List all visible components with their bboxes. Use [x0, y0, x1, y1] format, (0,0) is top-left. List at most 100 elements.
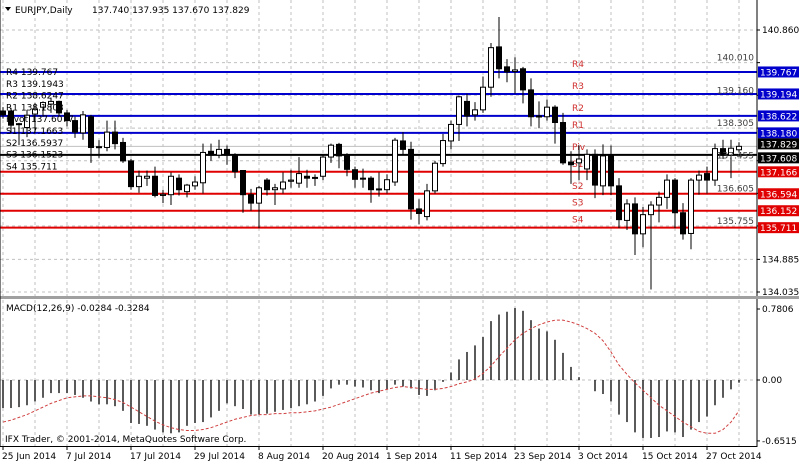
bull-candle [16, 123, 22, 126]
level-r3-badge [758, 88, 799, 100]
bull-candle [272, 187, 278, 191]
bull-candle [192, 181, 198, 187]
bull-candle [664, 179, 670, 198]
macd-panel [0, 308, 757, 438]
bull-candle [312, 176, 318, 179]
level-label-r1: R1 [572, 121, 584, 131]
bull-candle [648, 204, 654, 216]
bear-candle [552, 106, 558, 124]
bear-candle [120, 141, 126, 162]
header: EURJPY,Daily 137.740 137.935 137.670 137… [5, 6, 250, 16]
level-piv-badge [758, 152, 799, 164]
bear-candle [560, 122, 566, 164]
macd-tick-label: 0.7806 [762, 305, 794, 315]
level-label-s2: S2 [572, 182, 583, 192]
bear-candle [232, 154, 238, 173]
bull-candle [712, 148, 718, 181]
bull-candle [280, 181, 286, 190]
bear-candle [520, 68, 526, 91]
panel-separator [0, 296, 799, 299]
bear-candle [504, 66, 510, 73]
bull-candle [200, 151, 206, 184]
date-label: 11 Sep 2014 [450, 452, 507, 462]
bull-candle [512, 69, 518, 72]
price-tick-label: 140.860 [762, 26, 799, 36]
bull-candle [448, 123, 454, 142]
bull-candle [640, 214, 646, 235]
bear-candle [616, 185, 622, 221]
bull-candle [184, 184, 190, 193]
bear-candle [208, 150, 214, 156]
bull-candle [32, 108, 38, 115]
bull-candle [48, 100, 54, 105]
bear-candle [248, 194, 254, 204]
bull-candle [160, 193, 166, 196]
bull-candle [696, 174, 702, 181]
bull-candle [40, 102, 46, 108]
date-label: 25 Jun 2014 [2, 452, 56, 462]
price-tick-label: 134.885 [762, 255, 799, 265]
bull-candle [168, 175, 174, 196]
bull-candle [328, 144, 334, 158]
bull-candle [24, 114, 30, 129]
bear-candle [368, 177, 374, 191]
bear-candle [72, 120, 78, 133]
bull-candle [296, 173, 302, 184]
bear-candle [408, 148, 414, 210]
pivot-list-item: Pivot 137.6077 [6, 115, 74, 125]
bid-price-label: 137.829 [760, 140, 797, 150]
bull-candle [576, 158, 582, 164]
macd-tick-label: -0.6515 [762, 437, 797, 447]
bear-candle [608, 155, 614, 187]
pivot-list-item: R3 139.1943 [6, 80, 64, 90]
bull-candle [432, 162, 438, 192]
pivot-list-item: S2 136.5937 [6, 139, 63, 149]
bear-candle [56, 100, 62, 114]
pivot-list-item: S1 137.1663 [6, 127, 63, 137]
bear-candle [176, 177, 182, 191]
level-s4-badge [758, 222, 799, 234]
price-tick-label: 139.160 [717, 86, 754, 96]
grid [0, 0, 757, 446]
bull-candle [688, 179, 694, 234]
pivot-list-item: S3 136.1523 [6, 151, 63, 161]
bull-candle [376, 188, 382, 191]
dropdown-triangle-icon[interactable] [5, 7, 11, 11]
bull-candle [456, 96, 462, 125]
bull-candle [96, 146, 102, 149]
bull-candle [320, 156, 326, 177]
level-r1-label: 138.180 [760, 129, 797, 139]
ohlc-readout: 137.740 137.935 137.670 137.829 [92, 6, 250, 16]
bull-candle [392, 139, 398, 183]
bull-candle [736, 145, 742, 151]
date-label: 3 Oct 2014 [578, 452, 628, 462]
bull-candle [488, 47, 494, 88]
level-r2-label: 138.622 [760, 112, 797, 122]
date-label: 29 Jul 2014 [194, 452, 245, 462]
level-r2-badge [758, 110, 799, 122]
bear-candle [240, 170, 246, 196]
level-label-s1: S1 [572, 160, 583, 170]
bear-candle [0, 110, 6, 116]
bear-candle [528, 89, 534, 118]
bull-candle [728, 147, 734, 156]
bear-candle [360, 177, 366, 180]
bear-candle [416, 208, 422, 214]
bull-candle [624, 203, 630, 221]
bear-candle [112, 131, 118, 145]
bull-candle [440, 140, 446, 165]
date-label: 15 Oct 2014 [642, 452, 698, 462]
bear-candle [592, 153, 598, 186]
bear-candle [720, 148, 726, 156]
level-s2-label: 136.594 [760, 190, 797, 200]
bear-candle [224, 148, 230, 156]
bear-candle [672, 179, 678, 214]
symbol-title: EURJPY,Daily [15, 6, 73, 16]
price-tick-label: 135.755 [717, 217, 754, 227]
bull-candle [104, 131, 110, 148]
pivot-list-item: R2 138.6247 [6, 92, 64, 102]
level-r4-badge [758, 66, 799, 78]
bull-candle [544, 106, 550, 118]
